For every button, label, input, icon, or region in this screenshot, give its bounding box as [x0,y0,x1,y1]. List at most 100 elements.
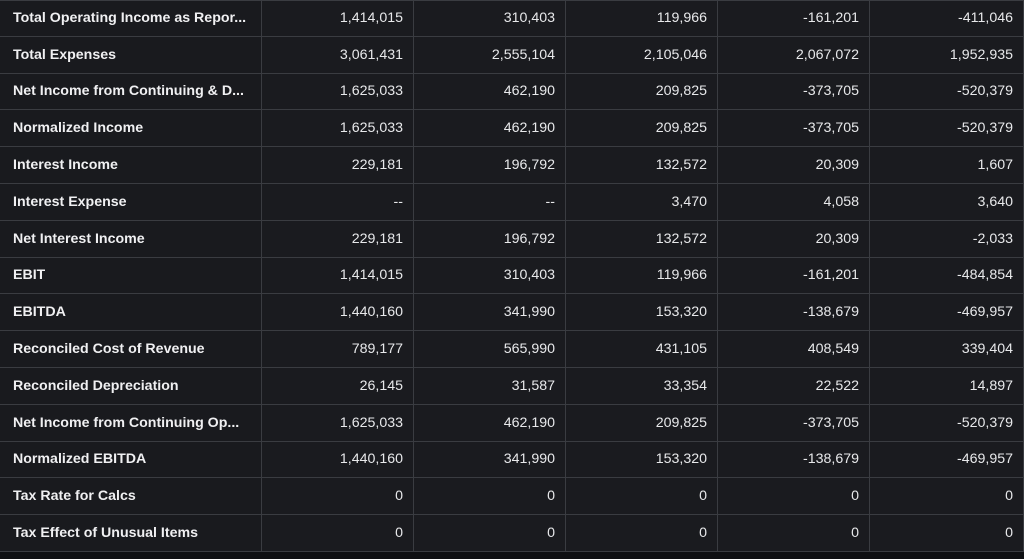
value-cell: 132,572 [566,147,718,183]
value-cell: 2,555,104 [414,36,566,73]
table-row[interactable]: Interest Expense -- -- 3,470 4,058 3,640 [0,183,1024,221]
value-cell: 20,309 [718,220,870,257]
value-cell: 229,181 [262,147,414,183]
value-cell: 20,309 [718,147,870,183]
value-cell: 310,403 [414,1,566,36]
table-row[interactable]: Net Income from Continuing & D... 1,625,… [0,73,1024,111]
value-cell: -411,046 [870,1,1024,36]
row-label-text: Net Income from Continuing Op... [13,414,240,431]
row-label: Tax Effect of Unusual Items [0,515,262,551]
value-cell: -469,957 [870,441,1024,478]
row-label-text: EBITDA [13,304,66,321]
row-label: Total Operating Income as Repor... [0,1,262,36]
table-row[interactable]: EBIT 1,414,015 310,403 119,966 -161,201 … [0,257,1024,295]
value-cell: -520,379 [870,404,1024,441]
value-cell: -484,854 [870,257,1024,294]
value-cell: 26,145 [262,367,414,404]
value-cell: 1,414,015 [262,1,414,36]
value-cell: 0 [870,478,1024,515]
row-label-text: Interest Expense [13,193,127,210]
row-label-text: Normalized Income [13,120,144,137]
value-cell: 1,952,935 [870,36,1024,73]
row-label-text: Reconciled Depreciation [13,377,179,394]
value-cell: -520,379 [870,73,1024,110]
table-row[interactable]: Reconciled Cost of Revenue 789,177 565,9… [0,331,1024,368]
value-cell: -138,679 [718,294,870,331]
table-row[interactable]: Net Interest Income 229,181 196,792 132,… [0,220,1024,258]
value-cell: 3,470 [566,183,718,220]
value-cell: 33,354 [566,367,718,404]
table-row[interactable]: Total Operating Income as Repor... 1,414… [0,0,1024,37]
value-cell: 0 [566,478,718,515]
table-row[interactable]: Normalized EBITDA 1,440,160 341,990 153,… [0,441,1024,479]
row-label: Interest Expense [0,183,262,220]
value-cell: 1,625,033 [262,110,414,147]
value-cell: 209,825 [566,110,718,147]
row-label-text: Total Expenses [13,46,117,63]
value-cell: 462,190 [414,110,566,147]
value-cell: 132,572 [566,220,718,257]
value-cell: 2,067,072 [718,36,870,73]
value-cell: 1,625,033 [262,404,414,441]
value-cell: -469,957 [870,294,1024,331]
table-row[interactable]: Reconciled Depreciation 26,145 31,587 33… [0,367,1024,405]
value-cell: 4,058 [718,183,870,220]
row-label: Net Income from Continuing & D... [0,73,262,110]
value-cell: 153,320 [566,441,718,478]
row-label-text: Tax Effect of Unusual Items [13,525,198,542]
value-cell: 0 [414,478,566,515]
table-row[interactable]: Net Income from Continuing Op... 1,625,0… [0,404,1024,442]
value-cell: 14,897 [870,367,1024,404]
row-label-text: Total Operating Income as Repor... [13,10,247,27]
value-cell: -373,705 [718,404,870,441]
table-row[interactable]: Interest Income 229,181 196,792 132,572 … [0,147,1024,184]
row-label: Normalized EBITDA [0,441,262,478]
table-row[interactable]: Total Expenses 3,061,431 2,555,104 2,105… [0,36,1024,74]
row-label-text: Interest Income [13,157,118,174]
row-label-text: Normalized EBITDA [13,451,147,468]
row-label: EBITDA [0,294,262,331]
value-cell: 2,105,046 [566,36,718,73]
value-cell: 1,625,033 [262,73,414,110]
value-cell: 789,177 [262,331,414,367]
value-cell: -161,201 [718,1,870,36]
table-row[interactable]: Tax Rate for Calcs 0 0 0 0 0 [0,478,1024,516]
value-cell: -- [414,183,566,220]
value-cell: 229,181 [262,220,414,257]
table-row[interactable]: Normalized Income 1,625,033 462,190 209,… [0,110,1024,148]
value-cell: 1,440,160 [262,441,414,478]
value-cell: 3,640 [870,183,1024,220]
value-cell: 22,522 [718,367,870,404]
row-label: Net Interest Income [0,220,262,257]
value-cell: 209,825 [566,404,718,441]
row-label-text: Tax Rate for Calcs [13,488,136,505]
value-cell: 462,190 [414,73,566,110]
value-cell: -373,705 [718,110,870,147]
row-label: Reconciled Cost of Revenue [0,331,262,367]
value-cell: 0 [718,515,870,551]
value-cell: 462,190 [414,404,566,441]
value-cell: 119,966 [566,1,718,36]
value-cell: -138,679 [718,441,870,478]
row-label: Reconciled Depreciation [0,367,262,404]
value-cell: 408,549 [718,331,870,367]
row-label: EBIT [0,257,262,294]
table-row[interactable]: EBITDA 1,440,160 341,990 153,320 -138,67… [0,294,1024,332]
value-cell: 196,792 [414,220,566,257]
row-label: Tax Rate for Calcs [0,478,262,515]
value-cell: 196,792 [414,147,566,183]
value-cell: -- [262,183,414,220]
value-cell: 0 [262,478,414,515]
value-cell: 341,990 [414,441,566,478]
row-label-text: Net Income from Continuing & D... [13,83,244,100]
row-label-text: Net Interest Income [13,230,145,247]
value-cell: 209,825 [566,73,718,110]
row-label-text: Reconciled Cost of Revenue [13,341,205,358]
table-row[interactable]: Tax Effect of Unusual Items 0 0 0 0 0 [0,515,1024,552]
value-cell: 565,990 [414,331,566,367]
value-cell: 339,404 [870,331,1024,367]
value-cell: 119,966 [566,257,718,294]
value-cell: 153,320 [566,294,718,331]
row-label: Total Expenses [0,36,262,73]
